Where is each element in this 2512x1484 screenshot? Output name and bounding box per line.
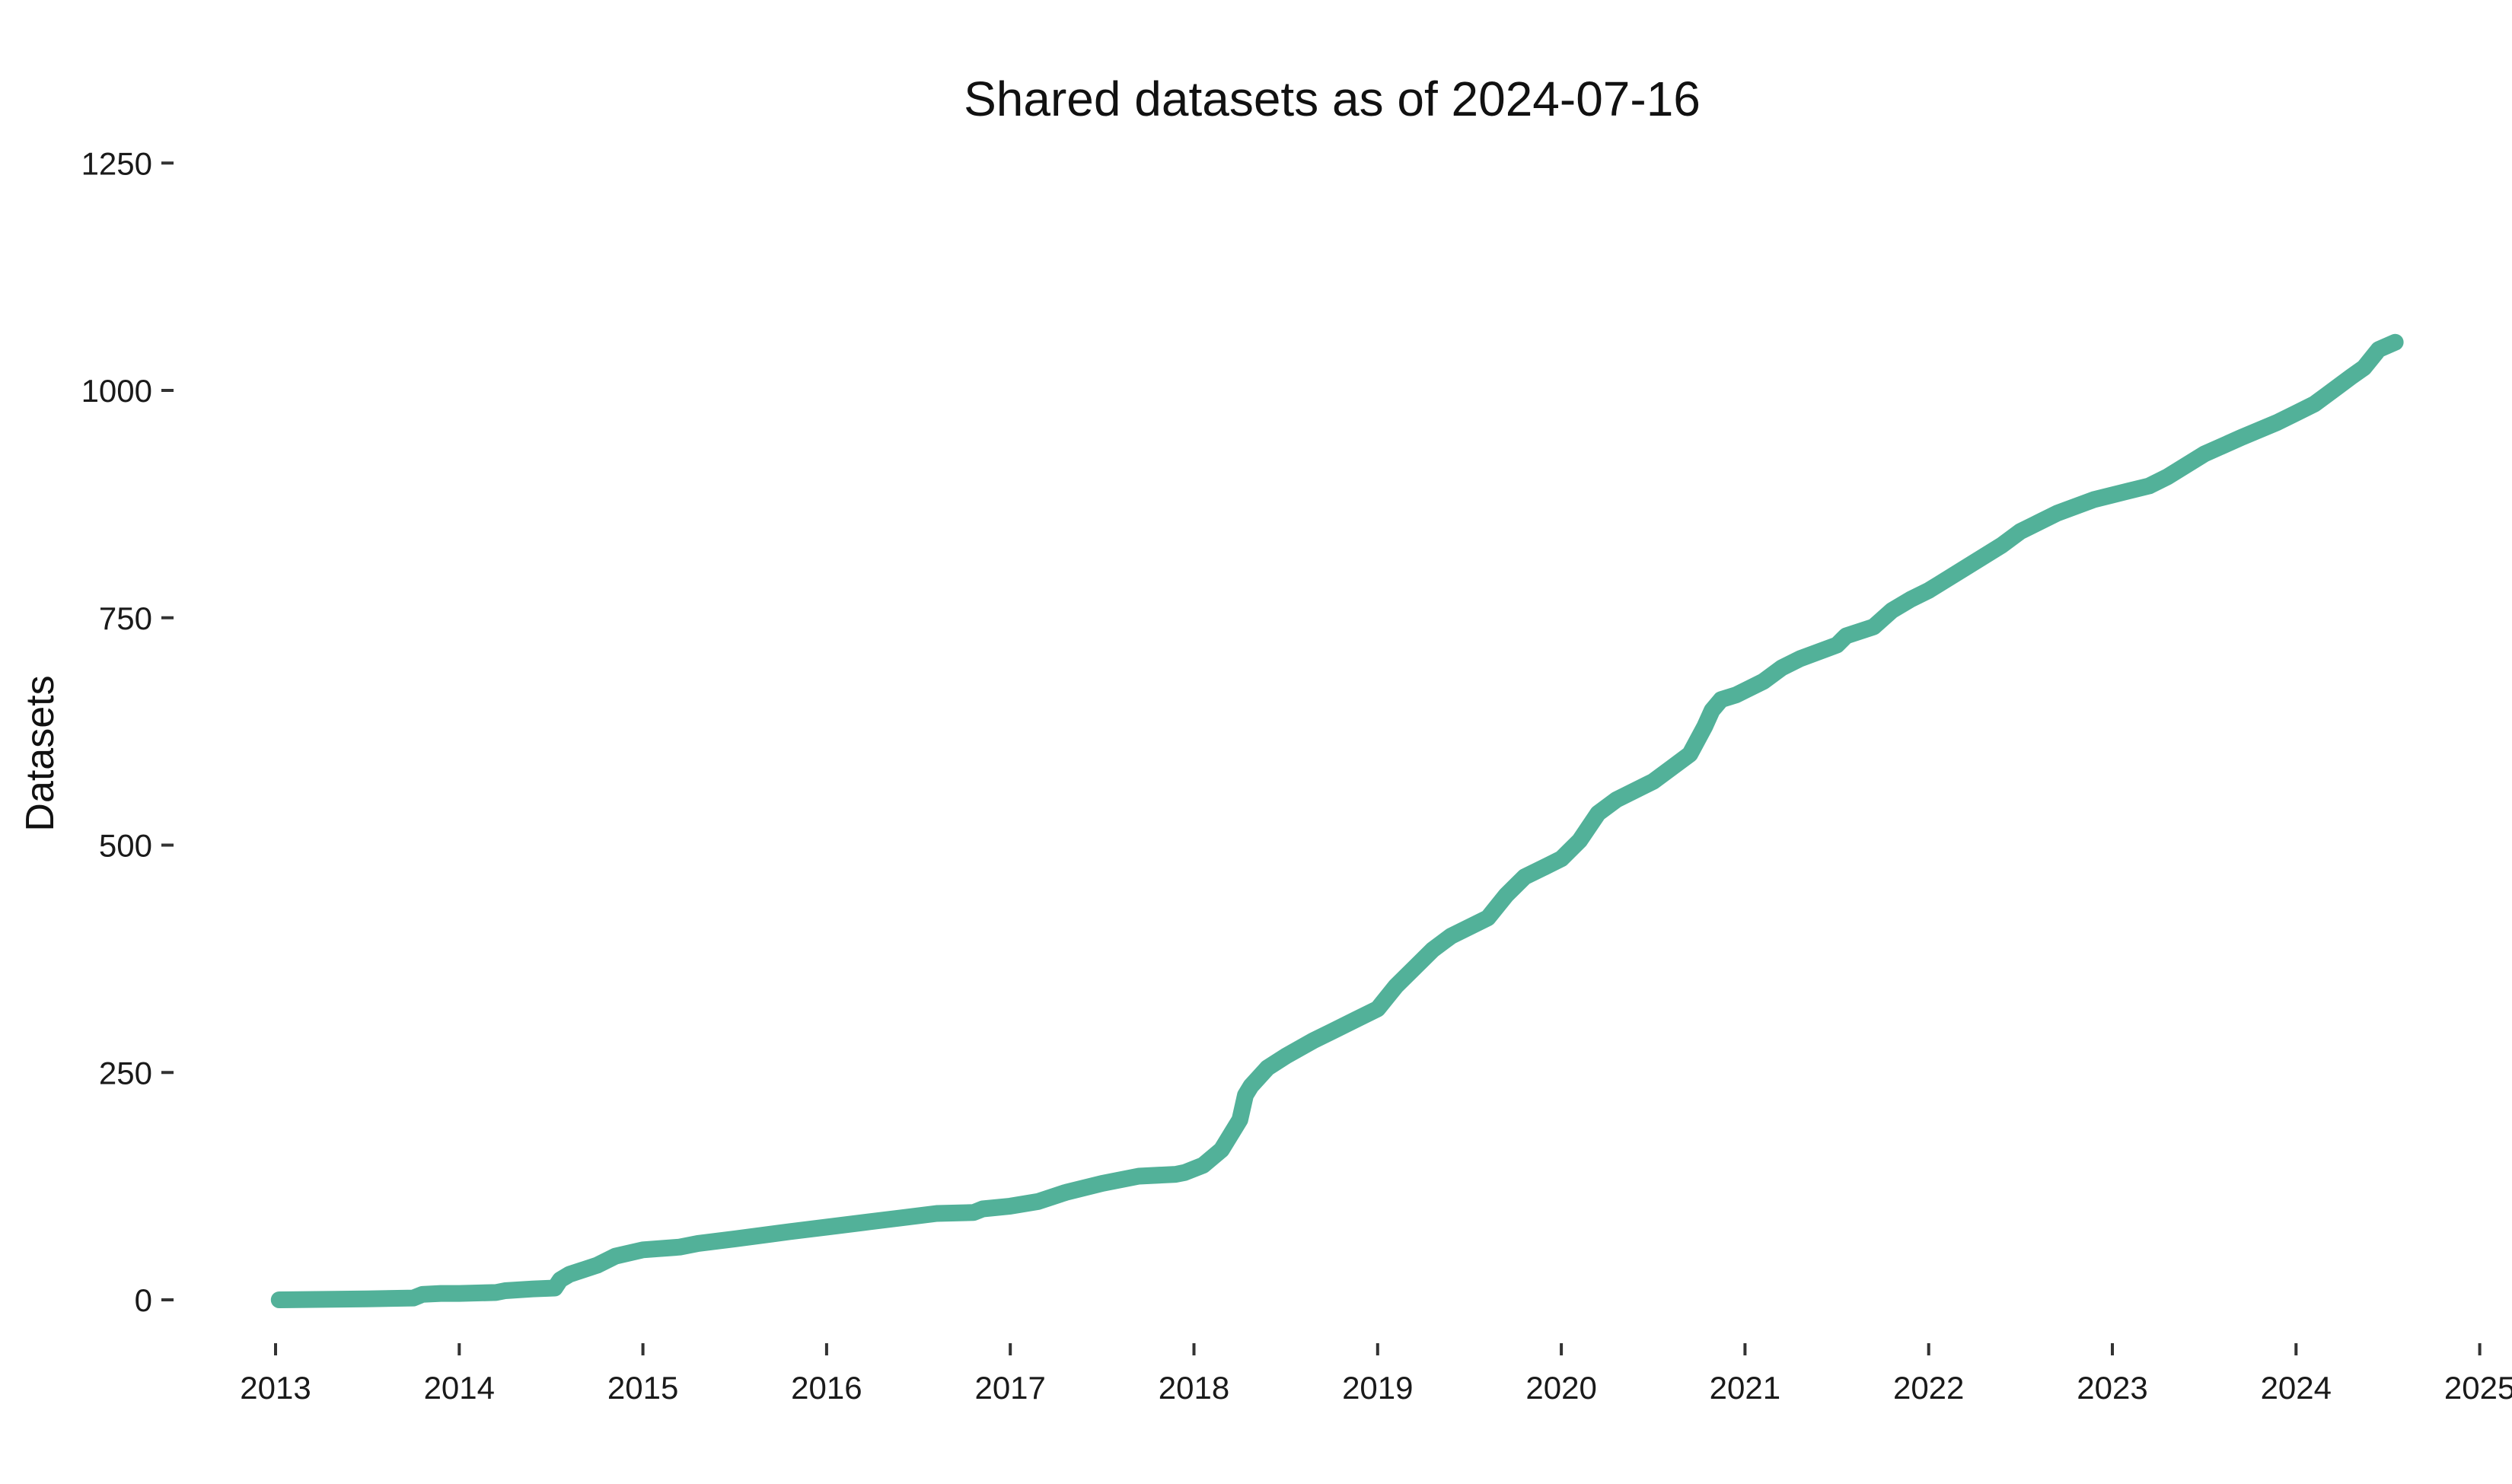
x-tick-label: 2023 xyxy=(2077,1370,2147,1406)
x-tick-label: 2019 xyxy=(1342,1370,1413,1406)
x-tick-label: 2016 xyxy=(791,1370,862,1406)
x-tick-label: 2015 xyxy=(607,1370,678,1406)
y-tick-label: 1250 xyxy=(81,145,152,181)
y-tick-label: 750 xyxy=(99,600,152,636)
y-axis: 0 250 500 750 1000 1250 xyxy=(81,145,174,1318)
y-axis-label: Datasets xyxy=(18,675,62,831)
y-tick-label: 1000 xyxy=(81,373,152,409)
x-tick-label: 2024 xyxy=(2261,1370,2332,1406)
series-layer xyxy=(270,333,2404,1308)
x-tick-label: 2017 xyxy=(974,1370,1045,1406)
x-tick-label: 2021 xyxy=(1710,1370,1780,1406)
x-tick-label: 2013 xyxy=(240,1370,311,1406)
x-tick-label: 2020 xyxy=(1525,1370,1596,1406)
x-tick-label: 2018 xyxy=(1159,1370,1229,1406)
y-tick-label: 0 xyxy=(135,1282,152,1318)
x-tick-label: 2022 xyxy=(1893,1370,1964,1406)
x-axis: 2013 2014 2015 2016 2017 2018 2019 2020 2021 2022… xyxy=(240,1343,2512,1406)
y-tick-label: 500 xyxy=(99,828,152,864)
y-tick-label: 250 xyxy=(99,1055,152,1091)
series-line xyxy=(270,333,2404,1308)
x-tick-label: 2025 xyxy=(2444,1370,2512,1406)
x-tick-label: 2014 xyxy=(424,1370,495,1406)
chart-title: Shared datasets as of 2024-07-16 xyxy=(964,72,1701,126)
